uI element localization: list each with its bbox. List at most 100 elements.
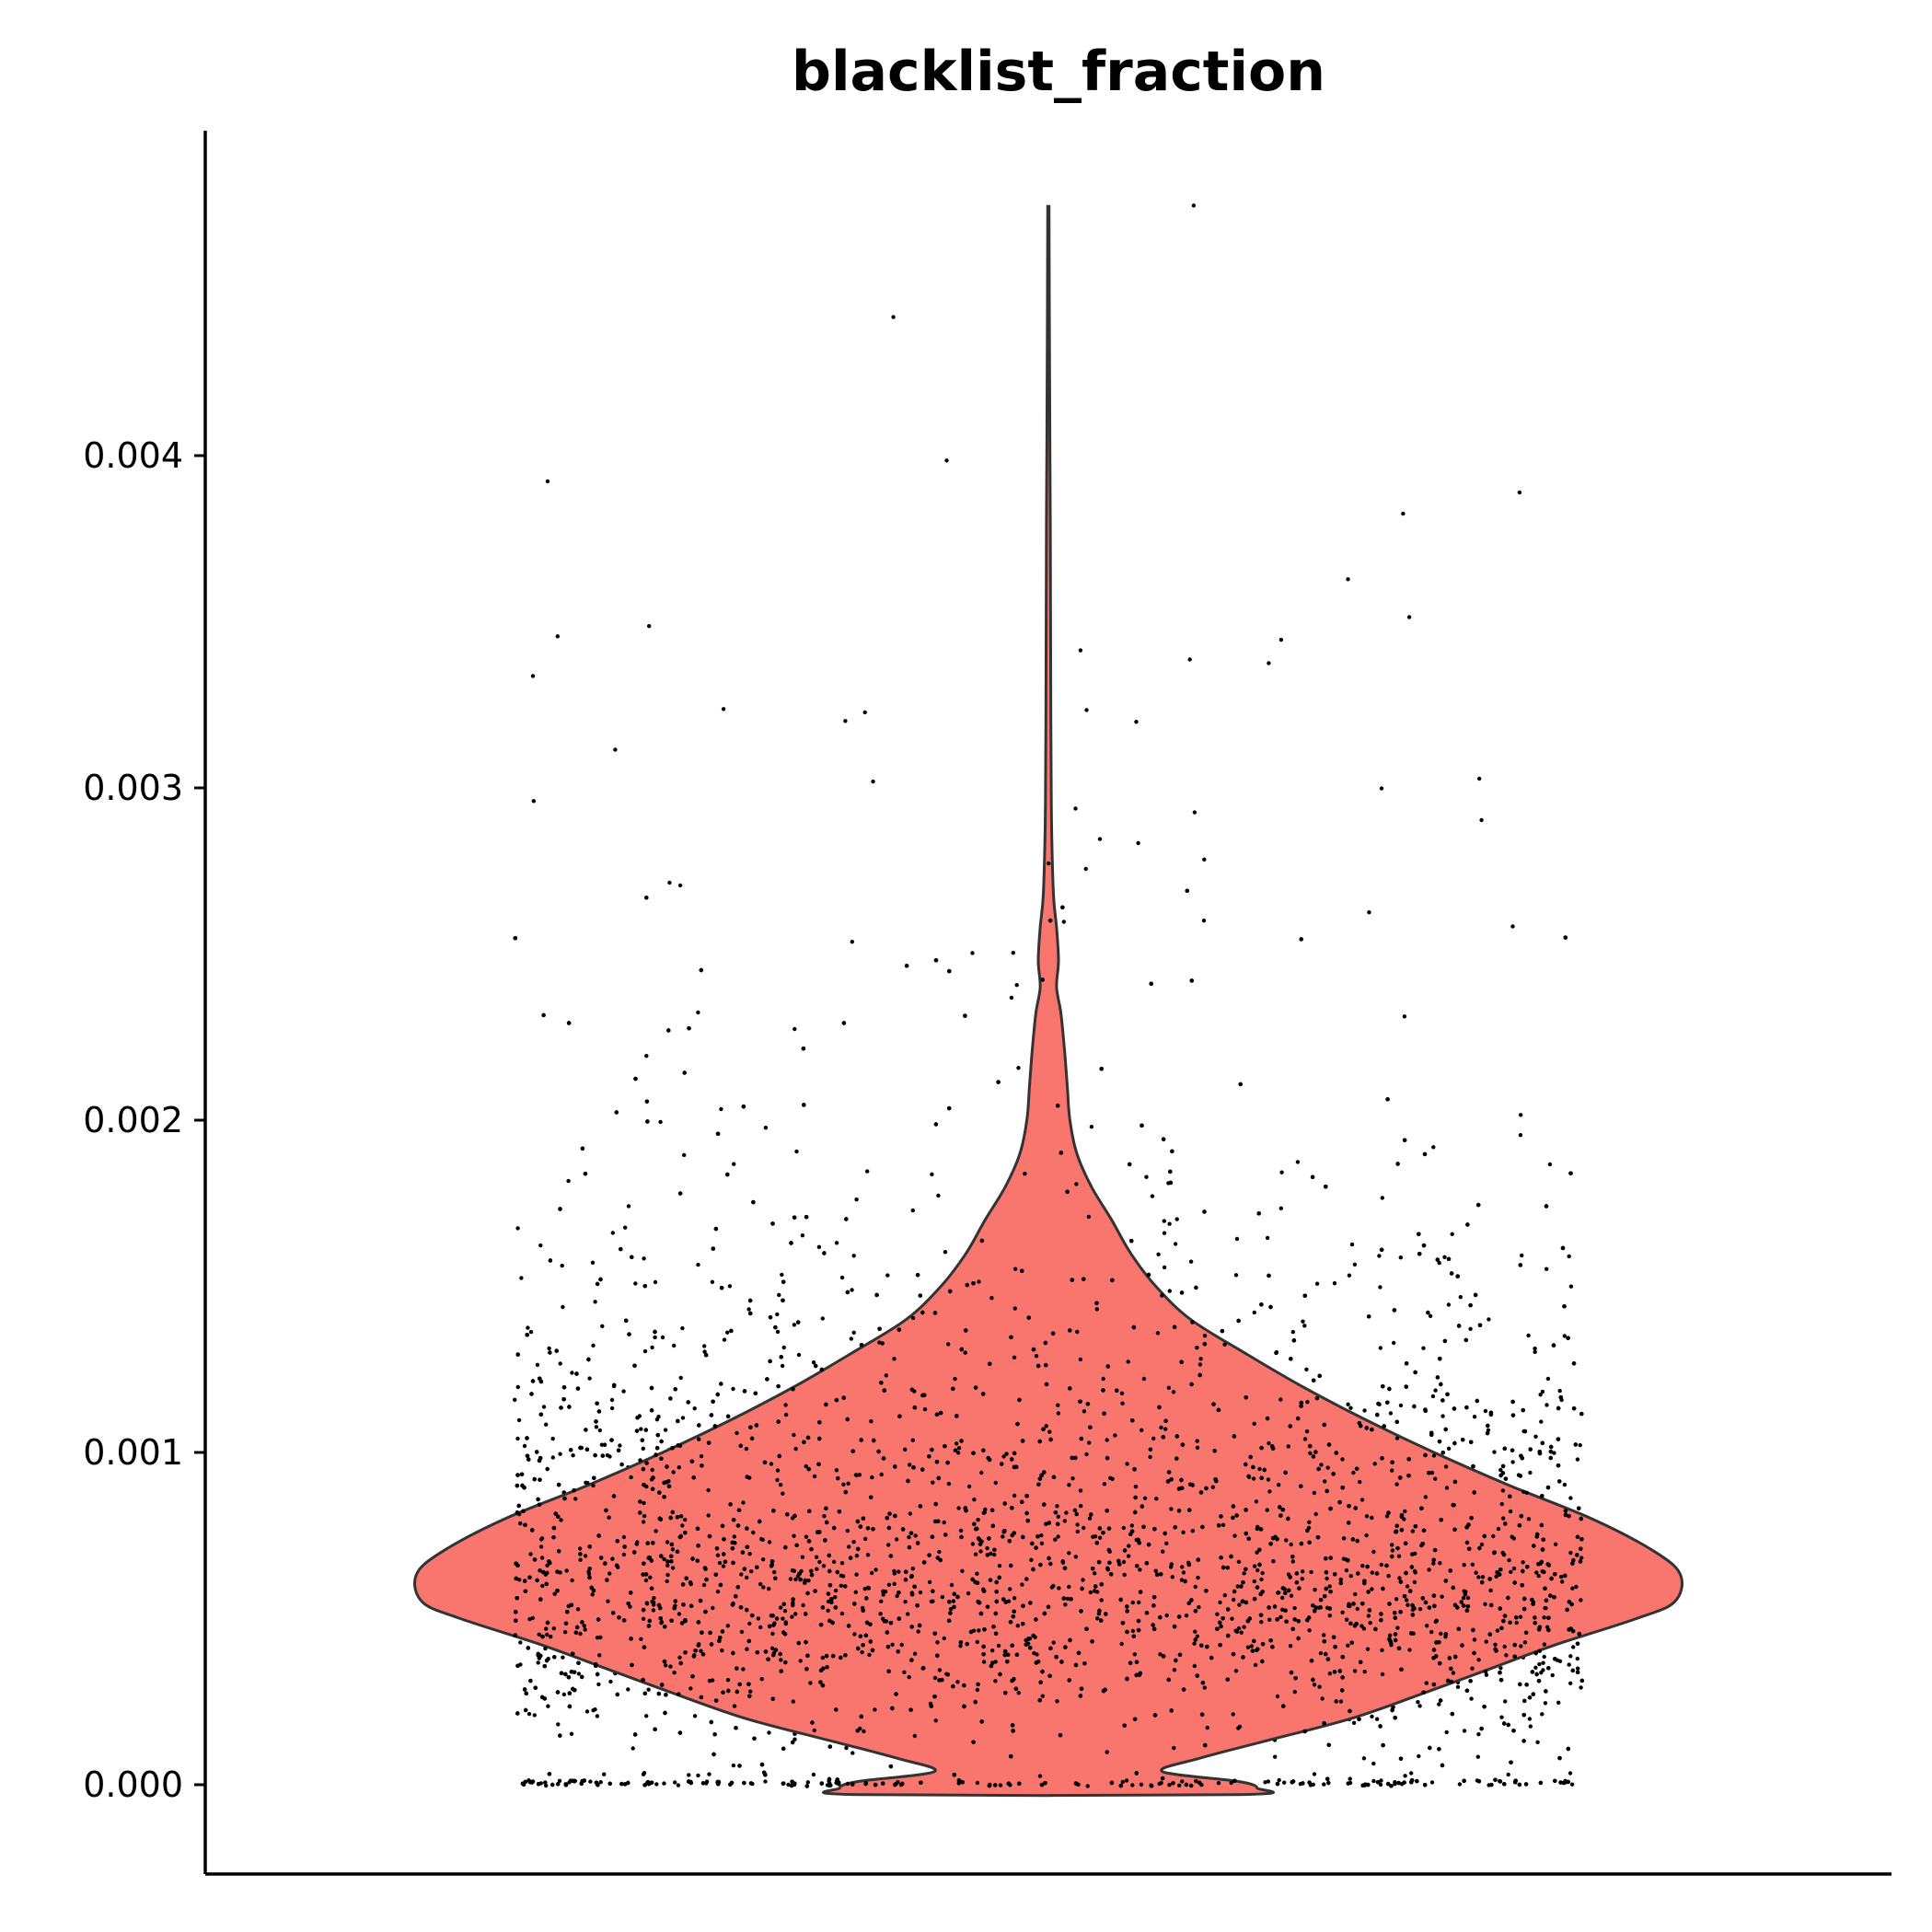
- data-point: [879, 1599, 884, 1604]
- data-point: [641, 1772, 646, 1776]
- data-point: [1277, 1777, 1281, 1783]
- data-point: [1325, 1776, 1330, 1781]
- data-point: [1462, 1563, 1466, 1568]
- data-point: [1476, 1658, 1481, 1662]
- data-point: [1170, 1575, 1175, 1579]
- data-point: [1193, 1629, 1197, 1634]
- data-point: [800, 1233, 805, 1238]
- data-point: [1394, 1419, 1399, 1425]
- data-point: [1150, 1194, 1155, 1198]
- data-point: [1121, 1525, 1127, 1531]
- data-point: [834, 1241, 839, 1245]
- data-point: [1067, 1551, 1071, 1556]
- data-point: [1579, 1598, 1583, 1602]
- data-point: [731, 1763, 736, 1768]
- data-point: [653, 1279, 658, 1285]
- data-point: [1394, 1436, 1400, 1440]
- data-point: [1039, 1533, 1044, 1538]
- data-point: [1216, 1781, 1221, 1786]
- data-point: [1421, 1243, 1427, 1248]
- data-point: [744, 1446, 749, 1452]
- data-point: [741, 1667, 746, 1672]
- data-point: [1009, 995, 1014, 1001]
- data-point: [715, 1590, 721, 1594]
- data-point: [1271, 1559, 1276, 1564]
- data-point: [541, 1405, 547, 1409]
- data-point: [865, 1169, 870, 1174]
- data-point: [1189, 978, 1195, 983]
- data-point: [1425, 1624, 1429, 1628]
- data-point: [631, 1746, 635, 1751]
- data-point: [1193, 1584, 1198, 1590]
- data-point: [881, 1592, 885, 1597]
- data-point: [1439, 1631, 1443, 1637]
- data-point: [711, 1605, 715, 1611]
- data-point: [567, 1780, 572, 1785]
- data-point: [578, 1631, 583, 1637]
- data-point: [862, 1587, 867, 1591]
- data-point: [1202, 1334, 1208, 1338]
- data-point: [1361, 1756, 1367, 1761]
- data-point: [790, 1614, 794, 1619]
- data-point: [781, 1616, 785, 1621]
- data-point: [680, 1416, 686, 1420]
- data-point: [1370, 1515, 1374, 1521]
- data-point: [610, 1231, 615, 1235]
- data-point: [1063, 1602, 1068, 1607]
- data-point: [1405, 1598, 1409, 1602]
- data-point: [778, 1483, 783, 1487]
- data-point: [1255, 1550, 1259, 1555]
- data-point: [699, 1453, 704, 1459]
- data-point: [1289, 1542, 1293, 1547]
- data-point: [790, 1568, 795, 1573]
- data-point: [1265, 1508, 1269, 1512]
- data-point: [1348, 1574, 1353, 1579]
- data-point: [528, 1329, 534, 1335]
- data-point: [1487, 1783, 1491, 1787]
- data-point: [758, 1625, 763, 1630]
- data-point: [1537, 1661, 1542, 1667]
- data-point: [1493, 1642, 1498, 1648]
- data-point: [609, 1406, 615, 1411]
- data-point: [825, 1783, 830, 1787]
- data-point: [792, 1323, 797, 1327]
- data-point: [1424, 1681, 1429, 1685]
- data-point: [1325, 1576, 1329, 1581]
- data-point: [1440, 1763, 1445, 1768]
- data-point: [1492, 1450, 1497, 1454]
- data-point: [664, 1663, 668, 1668]
- data-point: [692, 1714, 698, 1718]
- data-point: [1181, 1530, 1186, 1535]
- data-point: [1568, 1171, 1573, 1175]
- data-point: [1004, 1452, 1009, 1456]
- data-point: [732, 1162, 736, 1166]
- data-point: [515, 1473, 520, 1477]
- data-point: [584, 1709, 590, 1714]
- data-point: [558, 1361, 562, 1366]
- data-point: [721, 1564, 726, 1568]
- data-point: [1313, 1511, 1318, 1517]
- data-point: [751, 1530, 756, 1535]
- data-point: [1340, 1610, 1345, 1615]
- data-point: [699, 1649, 703, 1653]
- data-point: [1508, 1509, 1513, 1514]
- data-point: [781, 1491, 785, 1496]
- data-point: [518, 1640, 523, 1645]
- data-point: [955, 1451, 961, 1455]
- data-point: [1202, 1685, 1208, 1690]
- data-point: [1205, 1725, 1210, 1730]
- data-point: [703, 1353, 709, 1358]
- data-point: [633, 1281, 638, 1286]
- data-point: [591, 1343, 596, 1348]
- data-point: [1504, 1653, 1509, 1658]
- data-point: [1579, 1685, 1583, 1690]
- data-point: [946, 1342, 951, 1347]
- data-point: [1130, 1628, 1136, 1634]
- data-point: [1579, 1556, 1584, 1560]
- data-point: [820, 1655, 826, 1660]
- data-point: [1102, 1482, 1107, 1487]
- data-point: [1533, 1434, 1538, 1440]
- data-point: [899, 1642, 904, 1648]
- data-point: [1167, 1289, 1173, 1293]
- data-point: [839, 1583, 843, 1589]
